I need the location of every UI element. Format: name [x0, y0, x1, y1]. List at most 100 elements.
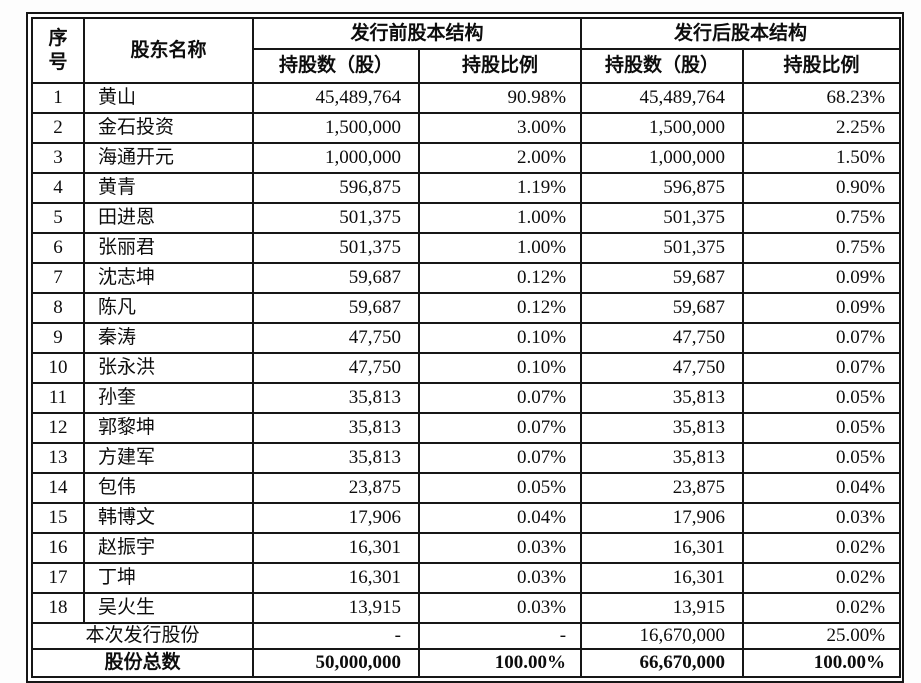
post-shares-cell: 47,750	[580, 322, 745, 354]
row-index-cell: 18	[31, 592, 85, 624]
shareholders-table: 序号 股东名称 发行前股本结构 发行后股本结构 持股数（股） 持股比例 持股数（…	[31, 17, 902, 678]
shareholder-name-cell: 丁坤	[83, 562, 254, 594]
pre-shares-cell: 45,489,764	[252, 82, 420, 114]
pre-ratio-cell: 0.10%	[417, 352, 583, 384]
post-shares-cell: 59,687	[580, 262, 745, 294]
pre-ratio-cell: 1.19%	[417, 172, 583, 204]
table-row: 2 金石投资 1,500,000 3.00% 1,500,000 2.25%	[31, 112, 902, 144]
row-index-cell: 6	[31, 232, 85, 264]
row-index-cell: 10	[31, 352, 85, 384]
post-ratio-cell: 0.05%	[742, 382, 902, 414]
shareholder-name-cell: 秦涛	[83, 322, 254, 354]
pre-shares-cell: 59,687	[252, 292, 420, 324]
total-pre-shares-cell: 50,000,000	[252, 647, 420, 678]
issue-row-label: 本次发行股份	[31, 622, 254, 650]
post-shares-cell: 13,915	[580, 592, 745, 624]
post-ratio-cell: 0.07%	[742, 322, 902, 354]
table-row: 6 张丽君 501,375 1.00% 501,375 0.75%	[31, 232, 902, 264]
post-ratio-cell: 0.03%	[742, 502, 902, 534]
pre-shares-cell: 596,875	[252, 172, 420, 204]
post-shares-cell: 59,687	[580, 292, 745, 324]
pre-shares-cell: 16,301	[252, 532, 420, 564]
post-ratio-cell: 0.09%	[742, 262, 902, 294]
table-row: 18 吴火生 13,915 0.03% 13,915 0.02%	[31, 592, 902, 624]
pre-ratio-cell: 1.00%	[417, 202, 583, 234]
pre-ratio-cell: 0.03%	[417, 592, 583, 624]
shareholder-name-cell: 沈志坤	[83, 262, 254, 294]
pre-ratio-cell: 0.04%	[417, 502, 583, 534]
pre-ratio-cell: 0.03%	[417, 532, 583, 564]
table-row: 10 张永洪 47,750 0.10% 47,750 0.07%	[31, 352, 902, 384]
pre-ratio-cell: 0.12%	[417, 262, 583, 294]
table-row: 15 韩博文 17,906 0.04% 17,906 0.03%	[31, 502, 902, 534]
pre-shares-cell: 501,375	[252, 232, 420, 264]
table-row: 4 黄青 596,875 1.19% 596,875 0.90%	[31, 172, 902, 204]
table-row: 7 沈志坤 59,687 0.12% 59,687 0.09%	[31, 262, 902, 294]
pre-shares-cell: 501,375	[252, 202, 420, 234]
header-pre-shares: 持股数（股）	[252, 48, 420, 84]
header-post-ratio: 持股比例	[742, 48, 902, 84]
pre-shares-cell: 47,750	[252, 352, 420, 384]
row-index-cell: 17	[31, 562, 85, 594]
post-ratio-cell: 0.07%	[742, 352, 902, 384]
pre-ratio-cell: 0.07%	[417, 382, 583, 414]
post-ratio-cell: 0.75%	[742, 202, 902, 234]
pre-ratio-cell: 0.05%	[417, 472, 583, 504]
post-ratio-cell: 0.09%	[742, 292, 902, 324]
post-ratio-cell: 0.02%	[742, 532, 902, 564]
issue-pre-shares-cell: -	[252, 622, 420, 650]
post-ratio-cell: 0.02%	[742, 592, 902, 624]
row-index-cell: 15	[31, 502, 85, 534]
row-index-cell: 9	[31, 322, 85, 354]
shareholder-name-cell: 海通开元	[83, 142, 254, 174]
table-row: 12 郭黎坤 35,813 0.07% 35,813 0.05%	[31, 412, 902, 444]
shareholder-name-cell: 包伟	[83, 472, 254, 504]
post-shares-cell: 17,906	[580, 502, 745, 534]
header-pre-ratio: 持股比例	[417, 48, 583, 84]
shareholder-name-cell: 韩博文	[83, 502, 254, 534]
shareholder-name-cell: 张永洪	[83, 352, 254, 384]
pre-ratio-cell: 1.00%	[417, 232, 583, 264]
pre-shares-cell: 1,500,000	[252, 112, 420, 144]
row-index-cell: 7	[31, 262, 85, 294]
pre-shares-cell: 23,875	[252, 472, 420, 504]
pre-shares-cell: 35,813	[252, 442, 420, 474]
pre-shares-cell: 47,750	[252, 322, 420, 354]
table-row: 16 赵振宇 16,301 0.03% 16,301 0.02%	[31, 532, 902, 564]
post-shares-cell: 501,375	[580, 202, 745, 234]
table-row: 3 海通开元 1,000,000 2.00% 1,000,000 1.50%	[31, 142, 902, 174]
row-index-cell: 1	[31, 82, 85, 114]
shareholder-name-cell: 赵振宇	[83, 532, 254, 564]
table-row: 1 黄山 45,489,764 90.98% 45,489,764 68.23%	[31, 82, 902, 114]
share-structure-table: 序号 股东名称 发行前股本结构 发行后股本结构 持股数（股） 持股比例 持股数（…	[26, 12, 904, 683]
post-ratio-cell: 0.90%	[742, 172, 902, 204]
pre-ratio-cell: 0.03%	[417, 562, 583, 594]
issue-post-shares-cell: 16,670,000	[580, 622, 745, 650]
header-post-shares: 持股数（股）	[580, 48, 745, 84]
pre-ratio-cell: 0.07%	[417, 412, 583, 444]
table-row: 8 陈凡 59,687 0.12% 59,687 0.09%	[31, 292, 902, 324]
post-shares-cell: 16,301	[580, 532, 745, 564]
row-index-cell: 4	[31, 172, 85, 204]
issue-row: 本次发行股份 - - 16,670,000 25.00%	[31, 622, 902, 650]
post-shares-cell: 501,375	[580, 232, 745, 264]
row-index-cell: 14	[31, 472, 85, 504]
post-shares-cell: 1,000,000	[580, 142, 745, 174]
table-row: 14 包伟 23,875 0.05% 23,875 0.04%	[31, 472, 902, 504]
issue-pre-ratio-cell: -	[417, 622, 583, 650]
pre-ratio-cell: 0.07%	[417, 442, 583, 474]
shareholder-name-cell: 黄山	[83, 82, 254, 114]
post-ratio-cell: 2.25%	[742, 112, 902, 144]
pre-ratio-cell: 2.00%	[417, 142, 583, 174]
post-shares-cell: 35,813	[580, 412, 745, 444]
pre-ratio-cell: 0.10%	[417, 322, 583, 354]
shareholder-name-cell: 孙奎	[83, 382, 254, 414]
shareholder-name-cell: 田进恩	[83, 202, 254, 234]
pre-shares-cell: 17,906	[252, 502, 420, 534]
header-shareholder-name: 股东名称	[83, 17, 254, 84]
row-index-cell: 13	[31, 442, 85, 474]
table-row: 5 田进恩 501,375 1.00% 501,375 0.75%	[31, 202, 902, 234]
post-shares-cell: 47,750	[580, 352, 745, 384]
total-row: 股份总数 50,000,000 100.00% 66,670,000 100.0…	[31, 647, 902, 678]
post-shares-cell: 35,813	[580, 382, 745, 414]
